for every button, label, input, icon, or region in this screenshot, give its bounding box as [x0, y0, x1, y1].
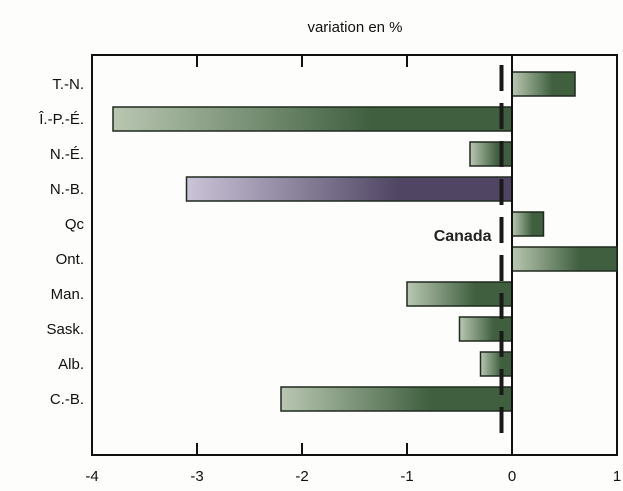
- category-label: Ont.: [56, 251, 84, 268]
- category-label: Î.-P.-É.: [38, 111, 84, 128]
- bar: [112, 106, 513, 132]
- bar: [406, 281, 513, 307]
- category-label: Sask.: [46, 321, 84, 338]
- bar: [185, 176, 513, 202]
- canada-label-background: [419, 226, 496, 246]
- bar: [511, 246, 618, 272]
- x-tick-label: 0: [508, 468, 516, 485]
- bar: [469, 141, 513, 167]
- x-tick-label: -1: [400, 468, 413, 485]
- bar: [280, 386, 513, 412]
- category-label: N.-B.: [50, 181, 84, 198]
- x-tick-label: -4: [85, 468, 98, 485]
- bars: [112, 71, 618, 412]
- bar: [458, 316, 513, 342]
- x-tick-label: -2: [295, 468, 308, 485]
- canada-reference-label: Canada: [434, 228, 492, 245]
- category-label: Qc: [65, 216, 85, 233]
- category-label: Alb.: [58, 356, 84, 373]
- x-tick-label: -3: [190, 468, 203, 485]
- category-label: T.-N.: [52, 76, 84, 93]
- category-labels: T.-N. Î.-P.-É. N.-É. N.-B. Qc Ont. Man. Sask. Al…: [38, 76, 84, 408]
- bar: [479, 351, 513, 377]
- category-label: N.-É.: [50, 146, 84, 163]
- bar: [511, 211, 545, 237]
- chart-title: variation en %: [307, 19, 402, 36]
- category-label: C.-B.: [50, 391, 84, 408]
- x-tick-label: 1: [613, 468, 621, 485]
- category-label: Man.: [51, 286, 84, 303]
- bar: [511, 71, 576, 97]
